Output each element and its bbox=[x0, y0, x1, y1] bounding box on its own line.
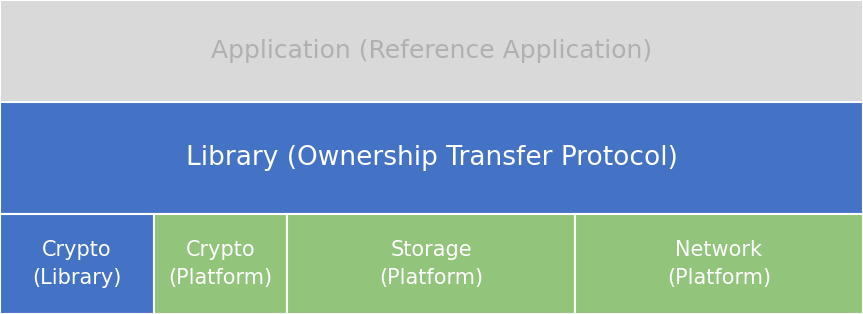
Text: Application (Reference Application): Application (Reference Application) bbox=[211, 39, 652, 63]
Text: Storage
(Platform): Storage (Platform) bbox=[379, 240, 483, 288]
Text: Crypto
(Library): Crypto (Library) bbox=[32, 240, 122, 288]
Text: Library (Ownership Transfer Protocol): Library (Ownership Transfer Protocol) bbox=[186, 145, 677, 171]
Text: Network
(Platform): Network (Platform) bbox=[667, 240, 771, 288]
FancyBboxPatch shape bbox=[0, 214, 154, 314]
Text: Crypto
(Platform): Crypto (Platform) bbox=[168, 240, 273, 288]
FancyBboxPatch shape bbox=[575, 214, 863, 314]
FancyBboxPatch shape bbox=[154, 214, 287, 314]
FancyBboxPatch shape bbox=[0, 102, 863, 214]
FancyBboxPatch shape bbox=[287, 214, 575, 314]
FancyBboxPatch shape bbox=[0, 0, 863, 102]
